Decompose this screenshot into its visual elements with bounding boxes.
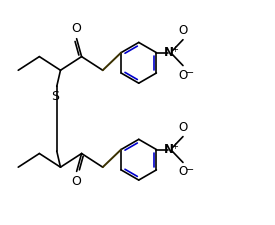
Text: O: O <box>178 24 188 37</box>
Text: N: N <box>164 46 174 59</box>
Text: O: O <box>178 69 188 81</box>
Text: O: O <box>178 165 188 178</box>
Text: O: O <box>71 175 81 188</box>
Text: O: O <box>178 121 188 134</box>
Text: −: − <box>186 68 194 78</box>
Text: −: − <box>186 165 194 175</box>
Text: S: S <box>51 90 59 103</box>
Text: O: O <box>71 22 81 36</box>
Text: +: + <box>171 45 178 54</box>
Text: +: + <box>171 142 178 151</box>
Text: N: N <box>164 143 174 156</box>
